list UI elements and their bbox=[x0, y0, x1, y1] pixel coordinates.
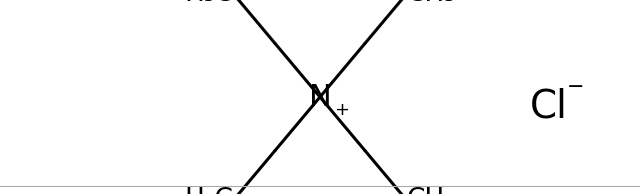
Text: CH₃: CH₃ bbox=[407, 187, 456, 194]
Text: +: + bbox=[334, 101, 349, 119]
Text: Cl: Cl bbox=[530, 88, 568, 126]
Text: CH₃: CH₃ bbox=[407, 0, 456, 7]
Text: −: − bbox=[567, 77, 584, 97]
Text: N: N bbox=[308, 82, 332, 112]
Text: H₃C: H₃C bbox=[184, 0, 233, 7]
Text: H₃C: H₃C bbox=[184, 187, 233, 194]
